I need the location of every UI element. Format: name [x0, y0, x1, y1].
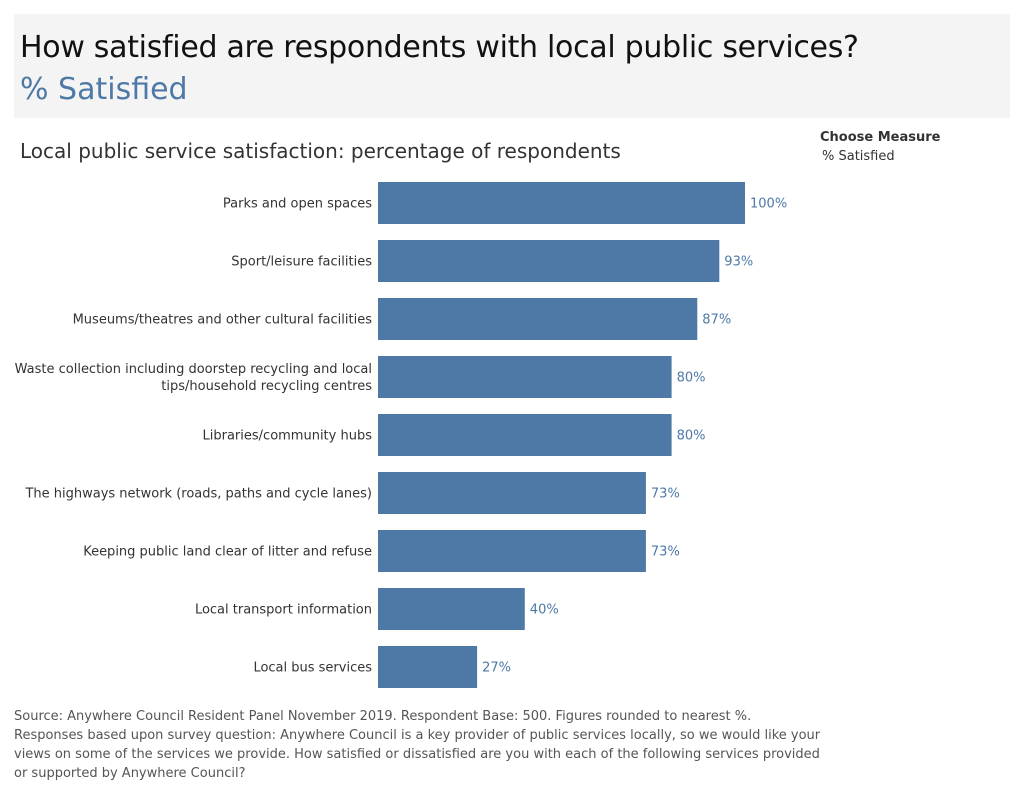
category-label: The highways network (roads, paths and c… [24, 487, 372, 502]
value-label: 27% [482, 661, 511, 676]
value-label: 80% [677, 371, 706, 386]
category-label: Sport/leisure facilities [231, 255, 372, 270]
category-label: Waste collection including doorstep recy… [15, 362, 372, 377]
bar[interactable] [378, 530, 646, 572]
category-label: Keeping public land clear of litter and … [83, 545, 372, 560]
measure-dropdown[interactable]: % Satisfied [822, 149, 895, 164]
category-label: Museums/theatres and other cultural faci… [73, 313, 373, 328]
value-label: 73% [651, 545, 680, 560]
footnote-line: Source: Anywhere Council Resident Panel … [14, 709, 752, 724]
measure-selector: Choose Measure % Satisfied [820, 130, 941, 164]
category-label: Parks and open spaces [223, 197, 372, 212]
footnote-line: views on some of the services we provide… [14, 747, 820, 762]
page-subtitle: % Satisfied [20, 72, 188, 107]
category-label: Libraries/community hubs [203, 429, 373, 444]
value-label: 100% [750, 197, 787, 212]
value-label: 87% [702, 313, 731, 328]
bar-chart: Parks and open spaces 100% Sport/leisure f… [15, 182, 787, 688]
dashboard-header: How satisfied are respondents with local… [14, 14, 1010, 118]
value-label: 93% [724, 255, 753, 270]
footnote-line: Responses based upon survey question: An… [14, 728, 821, 743]
footnote: Source: Anywhere Council Resident Panel … [14, 707, 821, 783]
value-label: 73% [651, 487, 680, 502]
category-label: Local transport information [195, 603, 372, 618]
bar[interactable] [378, 298, 698, 340]
category-label: tips/household recycling centres [161, 379, 372, 394]
footnote-line: or supported by Anywhere Council? [14, 766, 246, 781]
bar[interactable] [378, 182, 745, 224]
bar[interactable] [378, 588, 525, 630]
bar[interactable] [378, 414, 672, 456]
bar[interactable] [378, 356, 672, 398]
measure-selector-label: Choose Measure [820, 130, 941, 145]
category-label: Local bus services [253, 661, 372, 676]
chart-title: Local public service satisfaction: perce… [20, 139, 621, 163]
page-title: How satisfied are respondents with local… [20, 30, 859, 65]
bar[interactable] [378, 472, 646, 514]
bar[interactable] [378, 240, 720, 282]
value-label: 80% [677, 429, 706, 444]
value-label: 40% [530, 603, 559, 618]
bar[interactable] [378, 646, 478, 688]
